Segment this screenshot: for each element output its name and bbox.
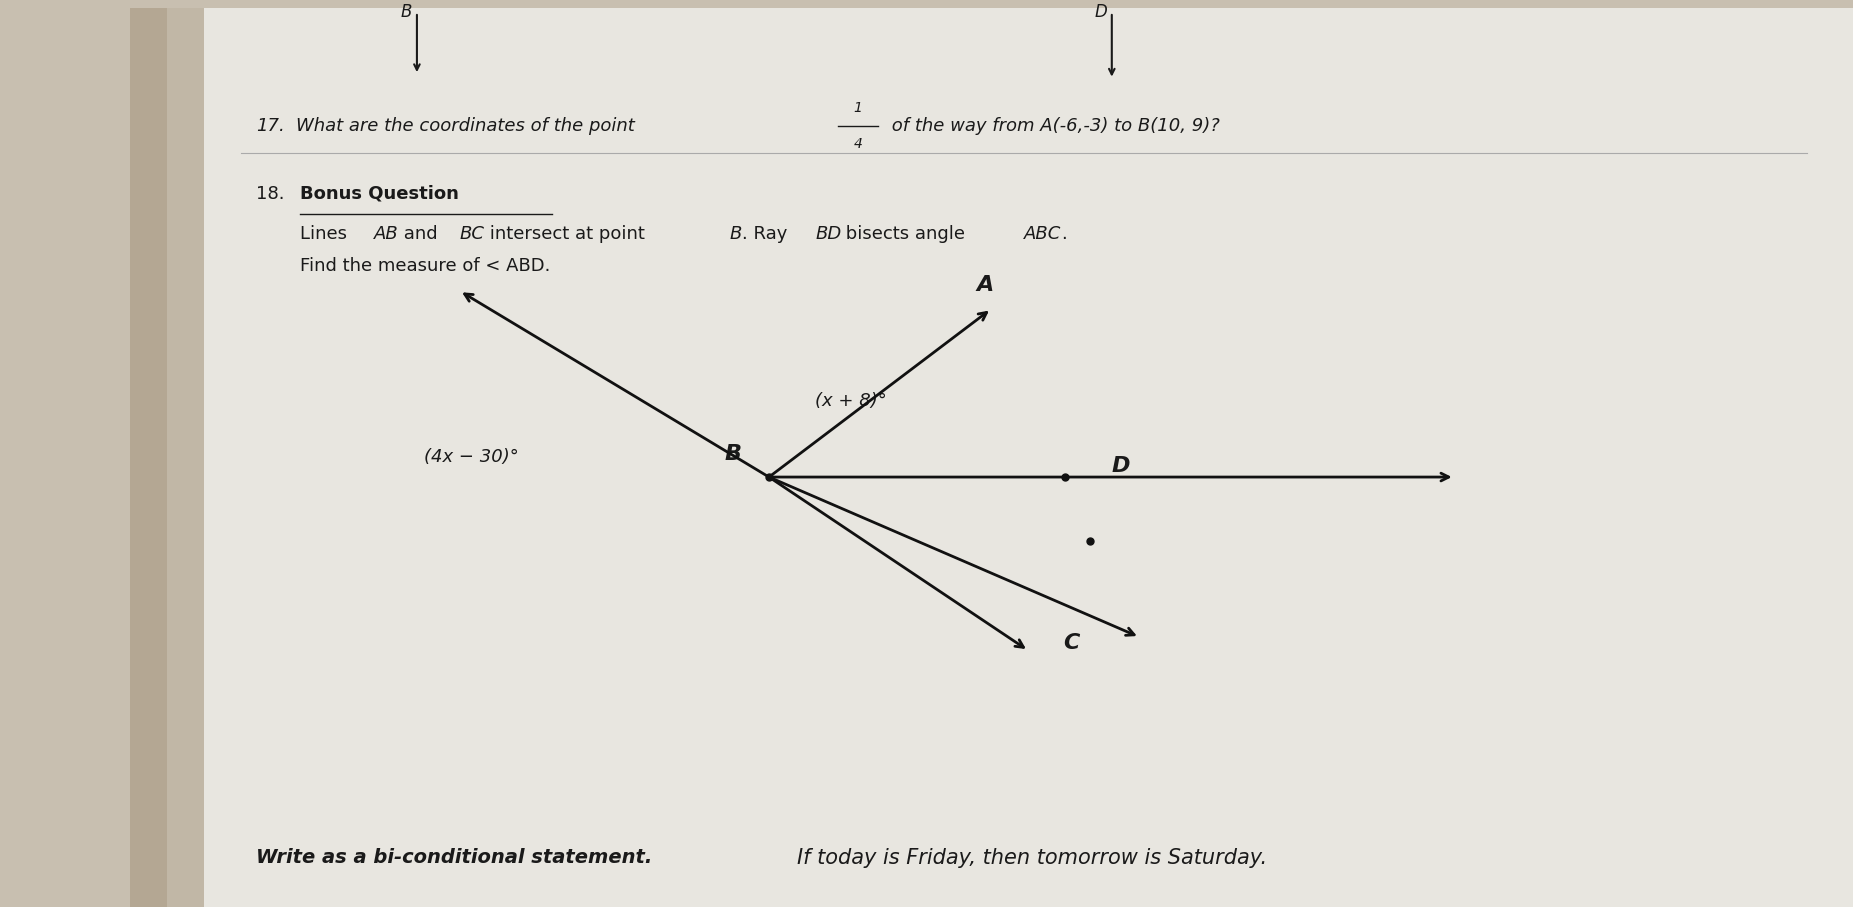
FancyBboxPatch shape xyxy=(167,7,1853,907)
Text: A: A xyxy=(977,276,993,296)
Text: B: B xyxy=(400,3,411,21)
Text: and: and xyxy=(398,225,443,243)
Text: bisects angle: bisects angle xyxy=(839,225,971,243)
Text: Lines: Lines xyxy=(300,225,352,243)
Text: intersect at point: intersect at point xyxy=(484,225,650,243)
Text: D: D xyxy=(1112,456,1130,476)
Text: . Ray: . Ray xyxy=(741,225,793,243)
Text: ABC: ABC xyxy=(1025,225,1062,243)
Text: (x + 8)°: (x + 8)° xyxy=(815,392,888,410)
Text: B: B xyxy=(725,444,741,463)
Text: AB: AB xyxy=(374,225,398,243)
Text: 1: 1 xyxy=(854,102,862,115)
Text: BC: BC xyxy=(460,225,485,243)
Text: What are the coordinates of the point: What are the coordinates of the point xyxy=(296,117,641,135)
Text: B: B xyxy=(730,225,743,243)
Text: 17.: 17. xyxy=(256,117,285,135)
Text: (4x − 30)°: (4x − 30)° xyxy=(424,448,519,466)
Text: 4: 4 xyxy=(854,137,862,151)
Text: D: D xyxy=(1095,3,1106,21)
Text: 18.: 18. xyxy=(256,185,284,203)
Text: Write as a bi-conditional statement.: Write as a bi-conditional statement. xyxy=(256,848,652,867)
Text: of the way from A(-6,-3) to B(10, 9)?: of the way from A(-6,-3) to B(10, 9)? xyxy=(886,117,1219,135)
Text: Find the measure of < ABD.: Find the measure of < ABD. xyxy=(300,257,550,275)
Text: .: . xyxy=(1062,225,1067,243)
Text: Bonus Question: Bonus Question xyxy=(300,185,460,203)
FancyBboxPatch shape xyxy=(130,7,204,907)
Text: If today is Friday, then tomorrow is Saturday.: If today is Friday, then tomorrow is Sat… xyxy=(797,847,1267,867)
Text: C: C xyxy=(1064,633,1078,653)
Text: BD: BD xyxy=(815,225,841,243)
